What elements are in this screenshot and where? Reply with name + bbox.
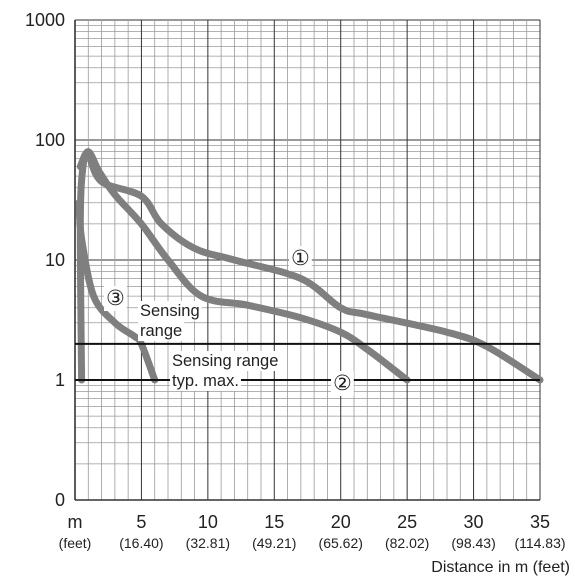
x-axis-label: Distance in m (feet) xyxy=(431,559,570,576)
x-tick-sublabel: (98.43) xyxy=(451,535,495,551)
x-tick-sublabel: (82.02) xyxy=(385,535,429,551)
x-tick-label: 15 xyxy=(264,512,284,532)
x-tick-sublabel: (16.40) xyxy=(119,535,163,551)
annotation-backdrop xyxy=(138,301,202,321)
series-2-line xyxy=(76,148,411,384)
y-tick-label: 100 xyxy=(35,130,65,150)
x-tick-label: 5 xyxy=(136,512,146,532)
annotation-typ-max-line1: Sensing range xyxy=(172,352,278,370)
y-tick-label: 1 xyxy=(55,370,65,390)
annotation-backdrop xyxy=(104,286,127,311)
x-tick-label: 35 xyxy=(530,512,550,532)
annotation-backdrop xyxy=(170,351,281,371)
reference-lines xyxy=(75,342,540,381)
x-tick-label: 25 xyxy=(397,512,417,532)
annotation-backdrop xyxy=(289,246,312,271)
annotation-backdrop xyxy=(138,321,185,341)
x-tick-sublabel: (114.83) xyxy=(514,535,565,551)
series-3-marker: ③ xyxy=(106,287,125,310)
x-tick-label: 10 xyxy=(198,512,218,532)
x-tick-sublabel: (49.21) xyxy=(252,535,296,551)
y-tick-label: 0 xyxy=(55,490,65,510)
x-tick-label: 20 xyxy=(331,512,351,532)
x-tick-label: m xyxy=(68,512,83,532)
y-tick-label: 1000 xyxy=(25,10,65,30)
annotation-backdrop xyxy=(170,371,241,391)
series-2-marker: ② xyxy=(333,372,352,395)
series-1-marker: ① xyxy=(291,247,310,270)
x-tick-sublabel: (32.81) xyxy=(186,535,230,551)
annotation-backdrop xyxy=(331,371,354,396)
annotation-sensing-range-line1: Sensing xyxy=(140,302,200,320)
x-tick-sublabel: (65.62) xyxy=(319,535,363,551)
x-tick-sublabel: (feet) xyxy=(59,535,92,551)
y-tick-label: 10 xyxy=(45,250,65,270)
annotation-sensing-range-line2: range xyxy=(140,322,182,340)
tick-labels: 0 1 10 100 1000 m (feet) 5 (16.40) 10 (32.81) 15 (49… xyxy=(25,10,566,551)
annotations: Sensing range Sensing range typ. max. ① … xyxy=(104,246,354,396)
x-tick-label: 30 xyxy=(464,512,484,532)
annotation-typ-max-line2: typ. max. xyxy=(172,372,239,390)
